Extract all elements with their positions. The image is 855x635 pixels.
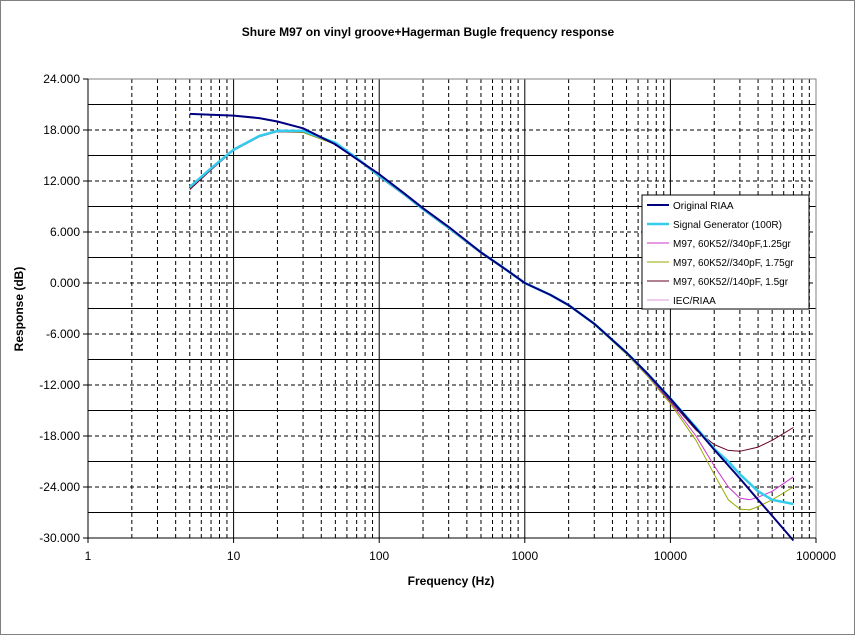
- x-tick-label: 10000: [654, 549, 688, 563]
- legend-label: M97, 60K52//340pF,1.25gr: [673, 239, 792, 250]
- series-lines: [188, 112, 795, 542]
- x-tick-label: 1: [85, 549, 92, 563]
- legend-box: [641, 194, 810, 310]
- x-tick-label: 10: [227, 549, 241, 563]
- y-tick-label: 12.000: [43, 174, 80, 188]
- grid-lines: [87, 79, 817, 538]
- y-tick-label: -12.000: [39, 378, 80, 392]
- y-tick-label: -6.000: [46, 327, 80, 341]
- legend-label: M97, 60K52//140pF, 1.5gr: [673, 277, 789, 288]
- legend-label: Original RIAA: [673, 201, 734, 212]
- tick-labels: 1 10 100 1000 10000 100000 24.000 18.000 12.000 6…: [39, 72, 836, 563]
- y-tick-label: 6.000: [50, 225, 80, 239]
- y-tick-label: -24.000: [39, 480, 80, 494]
- legend-label: M97, 60K52//340pF, 1.75gr: [673, 258, 794, 269]
- legend-label: IEC/RIAA: [673, 296, 716, 307]
- y-tick-label: 18.000: [43, 123, 80, 137]
- x-tick-label: 100: [369, 549, 389, 563]
- chart-title: Shure M97 on vinyl groove+Hagerman Bugle…: [242, 25, 615, 39]
- legend-label: Signal Generator (100R): [673, 220, 782, 231]
- y-axis-title: Response (dB): [12, 267, 26, 352]
- series-line: [189, 112, 795, 542]
- x-axis-title: Frequency (Hz): [408, 574, 495, 588]
- y-tick-label: -30.000: [39, 531, 80, 545]
- y-tick-label: 0.000: [50, 276, 80, 290]
- axes: [83, 78, 817, 543]
- y-tick-label: 24.000: [43, 72, 80, 86]
- legend: Original RIAA Signal Generator (100R) M97,…: [641, 194, 810, 310]
- x-tick-label: 100000: [796, 549, 836, 563]
- x-tick-label: 1000: [511, 549, 538, 563]
- y-tick-label: -18.000: [39, 429, 80, 443]
